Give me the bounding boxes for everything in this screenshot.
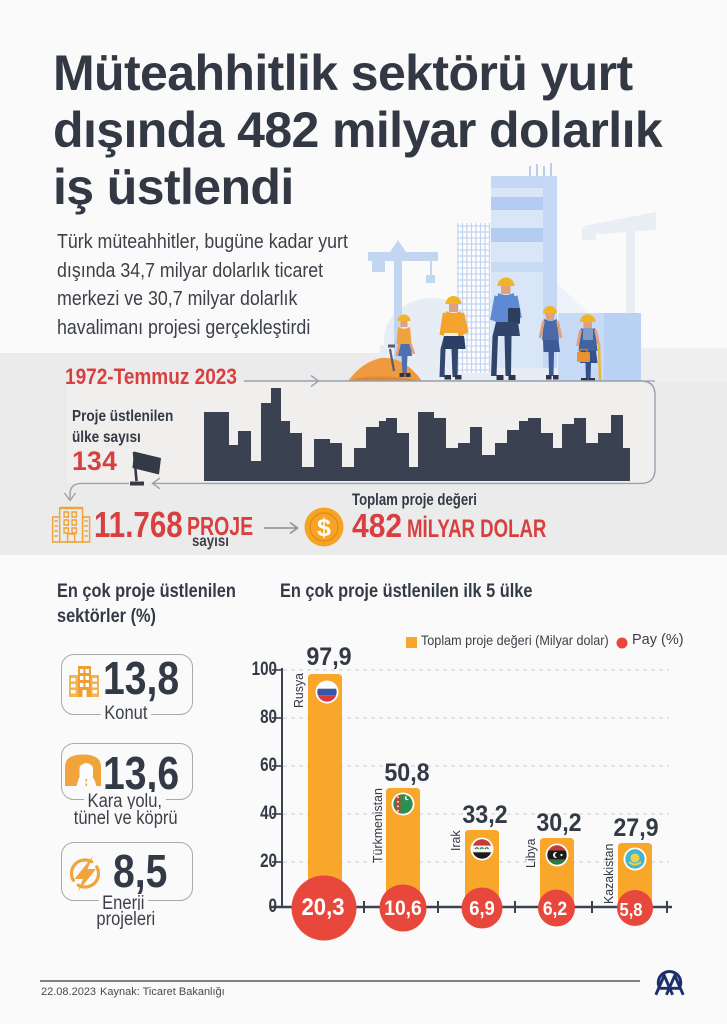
svg-text:$: $ [317,514,331,542]
